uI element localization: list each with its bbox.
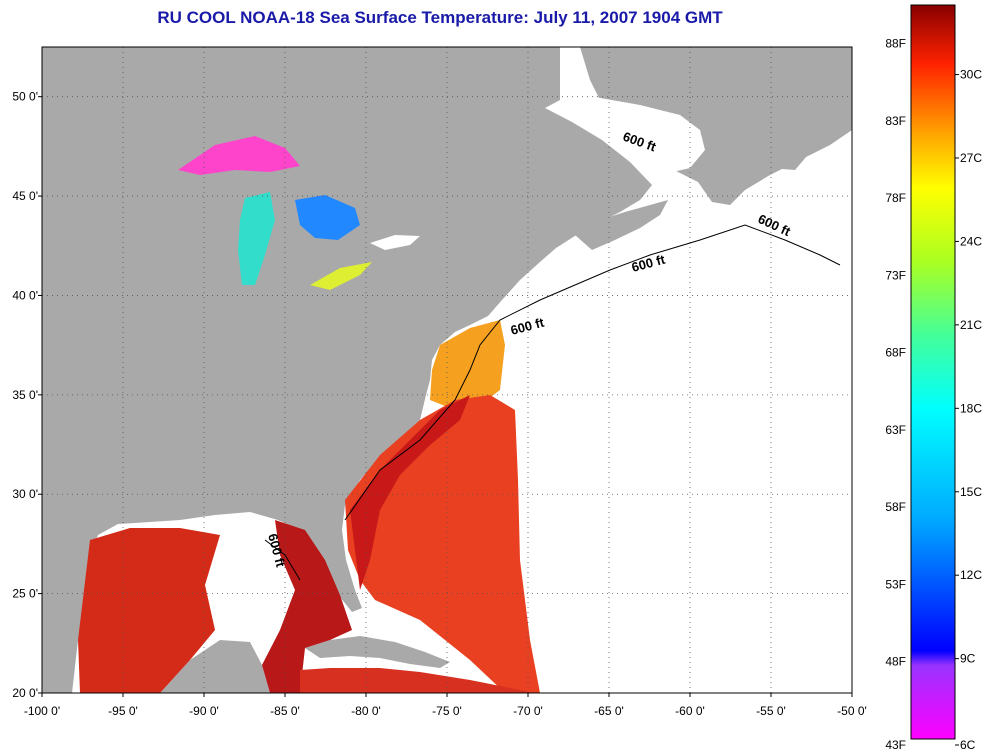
lake-ontario (370, 235, 420, 250)
sst-caribbean (300, 668, 535, 693)
colorbar-f-label: 53F (885, 577, 906, 591)
colorbar-f-label: 68F (885, 346, 906, 360)
lake-superior (178, 136, 300, 175)
colorbar-f-label: 58F (885, 500, 906, 514)
x-tick-label: -95 0' (108, 704, 138, 718)
colorbar-c-label: 24C (960, 234, 982, 248)
x-tick-label: -70 0' (513, 704, 543, 718)
y-tick-label: 30 0' (12, 487, 38, 501)
colorbar-fahrenheit-labels: 88F 83F 78F 73F 68F 63F 58F 53F 48F 43F (885, 37, 906, 752)
y-tick-label: 40 0' (12, 288, 38, 302)
y-tick-label: 50 0' (12, 90, 38, 104)
colorbar-c-label: 27C (960, 151, 982, 165)
map-title: RU COOL NOAA-18 Sea Surface Temperature:… (157, 8, 723, 27)
sst-eastern-gulf (262, 520, 352, 693)
y-tick-label: 25 0' (12, 587, 38, 601)
land-north-america (42, 47, 652, 693)
colorbar-f-label: 88F (885, 37, 906, 51)
land-yucatan (160, 640, 270, 693)
lake-huron (295, 195, 360, 240)
colorbar-c-label: 30C (960, 68, 982, 82)
colorbar-c-label: 18C (960, 401, 982, 415)
colorbar-f-label: 43F (885, 738, 906, 752)
x-tick-label: -55 0' (756, 704, 786, 718)
y-tick-label: 45 0' (12, 189, 38, 203)
colorbar-c-label: 12C (960, 568, 982, 582)
isobath-line (264, 224, 841, 581)
colorbar-f-label: 63F (885, 423, 906, 437)
colorbar (910, 4, 956, 740)
colorbar-f-label: 83F (885, 114, 906, 128)
lake-erie (310, 262, 372, 290)
x-tick-label: -85 0' (270, 704, 300, 718)
x-tick-label: -50 0' (837, 704, 867, 718)
land-cuba (305, 636, 450, 668)
land-newfoundland (700, 70, 812, 170)
x-tick-label: -100 0' (24, 704, 60, 718)
y-tick-label: 35 0' (12, 388, 38, 402)
lake-michigan (238, 192, 275, 285)
colorbar-c-label: 15C (960, 485, 982, 499)
x-tick-label: -75 0' (432, 704, 462, 718)
water-st-lawrence (560, 98, 705, 175)
x-tick-label: -80 0' (351, 704, 381, 718)
sst-gulf-of-mexico (78, 528, 220, 693)
x-tick-label: -90 0' (189, 704, 219, 718)
colorbar-c-label: 9C (960, 652, 976, 666)
x-tick-label: -65 0' (594, 704, 624, 718)
sst-mid-atlantic (430, 320, 505, 410)
colorbar-f-label: 78F (885, 191, 906, 205)
colorbar-f-label: 48F (885, 655, 906, 669)
colorbar-c-label: 6C (960, 738, 976, 752)
y-axis-ticks: 50 0' 45 0' 40 0' 35 0' 30 0' 25 0' 20 0' (12, 90, 42, 700)
sst-gulf-stream (350, 395, 470, 590)
x-tick-label: -60 0' (675, 704, 705, 718)
y-tick-label: 20 0' (12, 686, 38, 700)
map-grid (42, 47, 852, 693)
x-axis-ticks: -100 0' -95 0' -90 0' -85 0' -80 0' -75 0' -70… (24, 693, 867, 718)
land-nova-scotia (575, 200, 668, 250)
colorbar-celsius-labels: 30C 27C 24C 21C 18C 15C 12C 9C 6C (955, 68, 982, 752)
colorbar-c-label: 21C (960, 318, 982, 332)
colorbar-f-label: 73F (885, 268, 906, 282)
